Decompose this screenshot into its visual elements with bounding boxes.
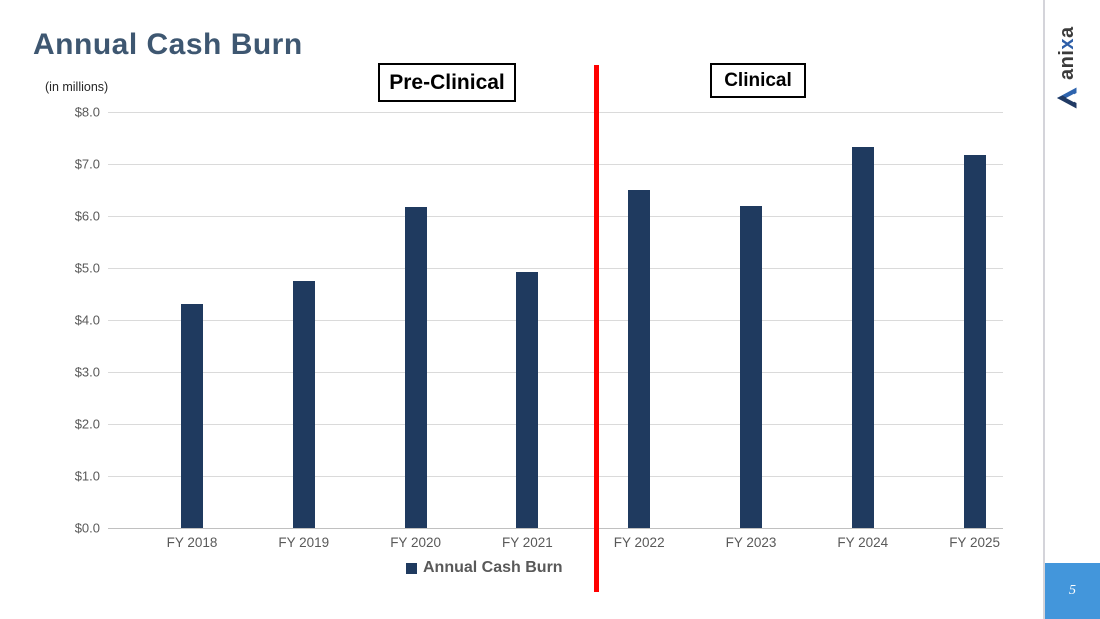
gridline [108,476,1003,477]
chart-legend: Annual Cash Burn [406,559,563,577]
slide-number-badge: 5 [1045,563,1100,619]
y-axis-tick-label: $7.0 [74,156,100,172]
x-axis-tick-label: FY 2023 [725,535,777,550]
right-separator-line [1043,0,1045,619]
y-axis-tick-label: $2.0 [74,416,100,432]
phase-divider-line [594,65,599,592]
gridline [108,268,1003,269]
phase-label-preclinical: Pre-Clinical [378,63,516,102]
bar-fy-2025 [963,155,986,528]
y-axis-tick-label: $1.0 [74,468,100,484]
x-axis-tick-label: FY 2021 [501,535,553,550]
bar-fy-2024 [851,146,874,528]
y-axis-tick-label: $5.0 [74,260,100,276]
phase-label-clinical: Clinical [710,63,806,98]
gridline [108,372,1003,373]
bar-fy-2018 [181,304,203,528]
x-axis-tick-label: FY 2019 [278,535,330,550]
y-axis-tick-label: $4.0 [74,312,100,328]
bar-fy-2021 [516,271,539,528]
anixa-logo-text: anixa [1055,26,1078,80]
y-axis-tick-label: $8.0 [74,104,100,120]
x-axis-tick-label: FY 2020 [390,535,441,550]
gridline [108,112,1003,113]
x-axis-line [108,528,1003,529]
x-axis-tick-label: FY 2018 [166,535,218,550]
axis-units-label: (in millions) [45,80,109,94]
slide-number: 5 [1069,583,1076,598]
bar-fy-2022 [628,190,651,528]
gridline [108,216,1003,217]
gridline [108,164,1003,165]
legend-label: Annual Cash Burn [423,559,563,576]
bar-fy-2023 [740,205,762,528]
anixa-logo-icon [1057,87,1077,109]
anixa-logo: anixa [1050,14,1084,110]
x-axis-tick-label: FY 2025 [949,535,1000,550]
gridline [108,320,1003,321]
bar-fy-2020 [404,207,427,528]
y-axis-tick-label: $0.0 [74,520,100,536]
y-axis-tick-label: $3.0 [74,364,100,380]
slide-title: Annual Cash Burn [33,28,303,61]
bar-fy-2019 [292,281,315,528]
x-axis-tick-label: FY 2022 [613,535,665,550]
legend-swatch [406,562,417,574]
gridline [108,424,1003,425]
x-axis-tick-label: FY 2024 [837,535,889,550]
y-axis-tick-label: $6.0 [74,208,100,224]
